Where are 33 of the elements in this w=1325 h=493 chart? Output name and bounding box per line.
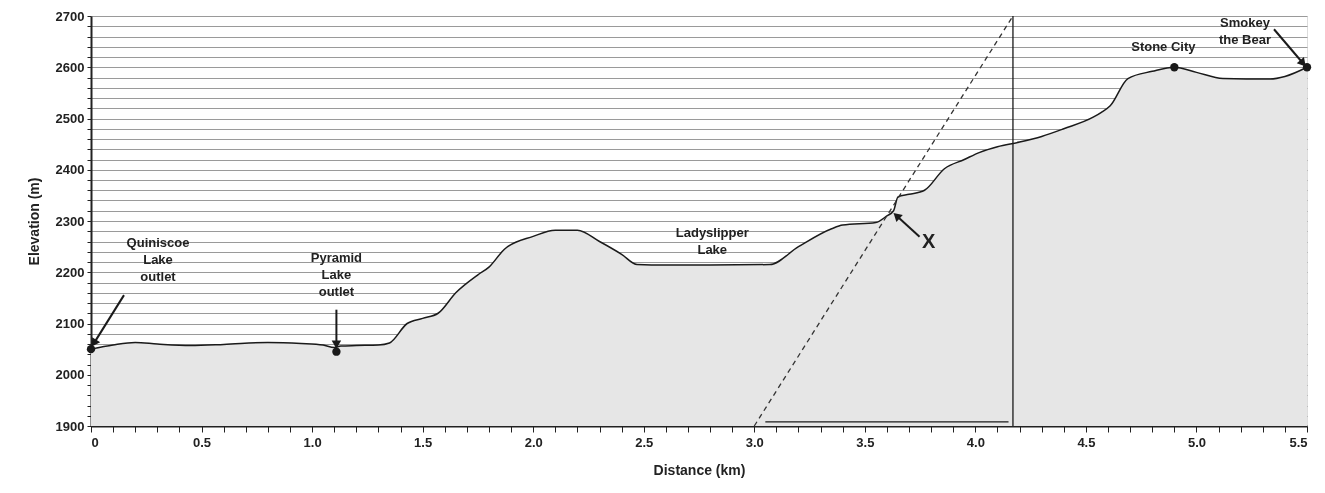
y-axis-title: Elevation (m) <box>25 177 42 266</box>
x-tick-label: 2.5 <box>635 434 654 450</box>
x-tick-label: 5.5 <box>1289 434 1308 450</box>
annotation: Quiniscoe Lake outlet <box>126 235 190 285</box>
annotation: Smokey the Bear <box>1218 15 1272 48</box>
y-tick-label: 2100 <box>55 316 85 331</box>
point <box>332 347 341 356</box>
x-tick-label: 3.0 <box>745 434 764 450</box>
y-tick-label: 2400 <box>55 162 85 178</box>
x-tick-label: 4.5 <box>1077 434 1096 450</box>
annotation: Ladyslipper Lake <box>675 224 749 257</box>
annotation: Pyramid Lake outlet <box>310 249 363 299</box>
x-tick-label: 2.0 <box>524 434 543 450</box>
x-tick-label: 3.5 <box>856 434 875 450</box>
x-tick-label: 1.0 <box>303 434 322 450</box>
annotation: Stone City <box>1131 39 1197 55</box>
x-tick-label: 5.0 <box>1187 434 1206 450</box>
x-tick-label: 1.5 <box>414 434 433 450</box>
y-tick-label: 2600 <box>55 59 85 75</box>
y-tick-label: 2300 <box>55 213 85 229</box>
y-tick-label: 2000 <box>55 367 85 383</box>
annotation: X <box>921 229 936 252</box>
point <box>1302 63 1312 72</box>
point <box>1170 63 1179 72</box>
y-tick-label: 1900 <box>55 418 85 434</box>
x-axis-title: Distance (km) <box>653 461 746 478</box>
x-tick-label: 0 <box>91 434 99 450</box>
y-tick-label: 2700 <box>55 8 85 24</box>
x-tick-label: 0.5 <box>193 434 212 450</box>
x-tick-label: 4.0 <box>966 434 985 450</box>
point <box>86 344 96 354</box>
y-tick-label: 2200 <box>55 264 85 280</box>
y-tick-label: 2500 <box>55 111 85 126</box>
